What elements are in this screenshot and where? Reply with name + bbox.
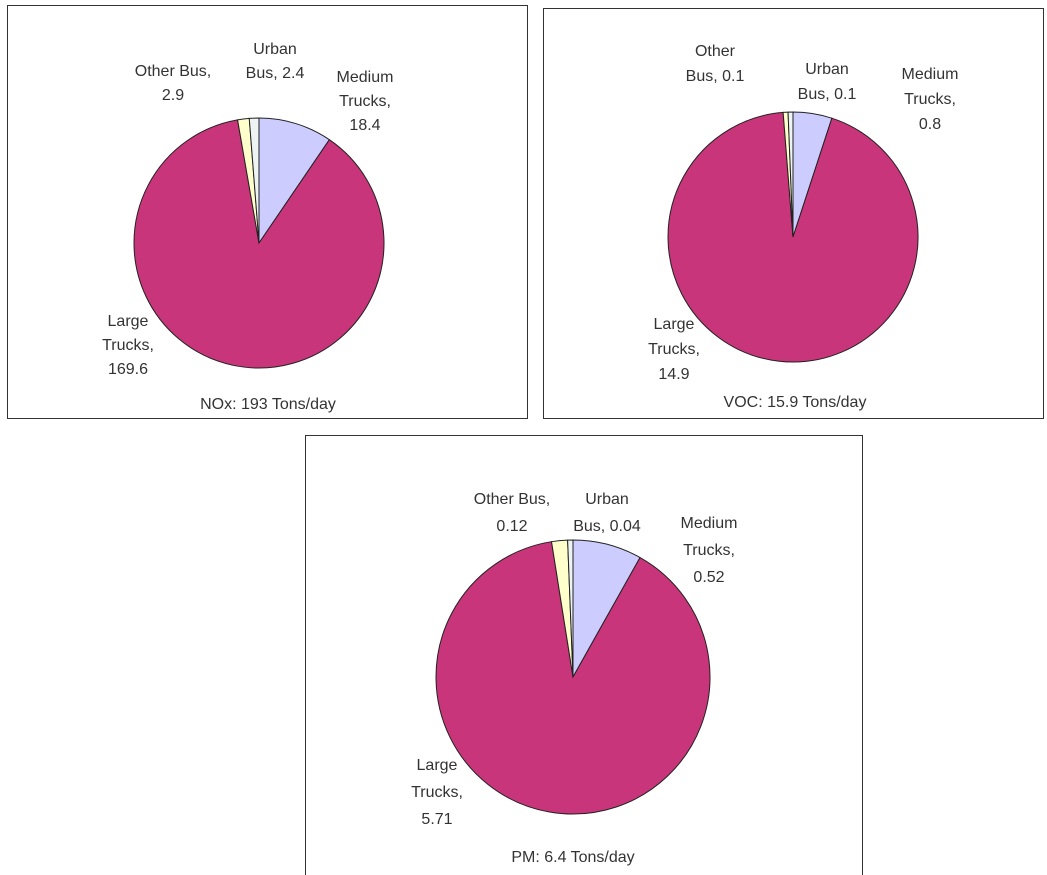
data-label: 0.52 xyxy=(693,569,724,586)
data-label: 169.6 xyxy=(108,361,148,378)
pie-slice xyxy=(248,117,260,244)
data-label: Other Bus, xyxy=(135,63,211,80)
data-label: Trucks, xyxy=(411,784,463,801)
data-label: 2.9 xyxy=(162,87,184,104)
data-label: Large xyxy=(654,316,695,333)
chart-caption: VOC: 15.9 Tons/day xyxy=(724,394,867,411)
data-label: Trucks, xyxy=(904,91,956,108)
pie-slice xyxy=(258,117,331,245)
data-label: Urban xyxy=(253,41,297,58)
data-label: Large xyxy=(108,313,149,330)
data-label: Bus, 2.4 xyxy=(246,65,305,82)
chart-caption: NOx: 193 Tons/day xyxy=(200,396,336,413)
data-label: Trucks, xyxy=(683,542,735,559)
data-label: Urban xyxy=(805,61,849,78)
data-label: 0.12 xyxy=(496,518,527,535)
data-label: 18.4 xyxy=(349,117,380,134)
chart-caption: PM: 6.4 Tons/day xyxy=(511,849,634,866)
pie-slice xyxy=(435,541,711,815)
data-label: Bus, 0.1 xyxy=(798,86,857,103)
pie-slice xyxy=(567,539,574,678)
data-label: 5.71 xyxy=(421,811,452,828)
pie-slice xyxy=(787,111,794,238)
data-label: 14.9 xyxy=(658,366,689,383)
pie-slice xyxy=(667,111,919,363)
data-label: Medium xyxy=(337,69,394,86)
data-label: Bus, 0.04 xyxy=(573,518,641,535)
data-label: Medium xyxy=(681,515,738,532)
data-label: Bus, 0.1 xyxy=(686,68,745,85)
pie-slice xyxy=(133,119,385,369)
data-label: Trucks, xyxy=(339,93,391,110)
data-label: Trucks, xyxy=(102,337,154,354)
data-label: Other xyxy=(695,43,736,60)
data-label: Urban xyxy=(585,491,629,508)
data-label: Medium xyxy=(902,66,959,83)
data-label: Large xyxy=(417,757,458,774)
data-label: 0.8 xyxy=(919,116,941,133)
data-label: Other Bus, xyxy=(474,491,550,508)
data-label: Trucks, xyxy=(648,341,700,358)
